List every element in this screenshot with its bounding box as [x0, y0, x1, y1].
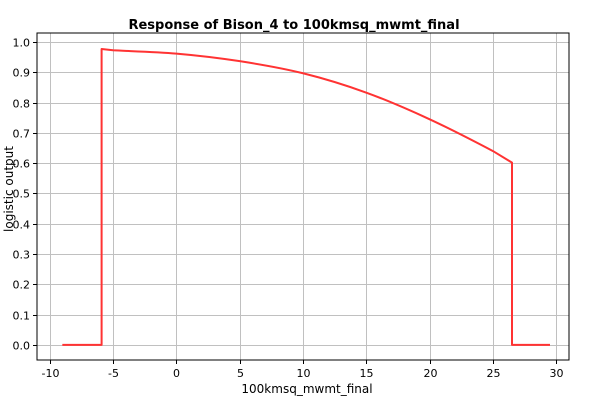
- x-tick-label: 15: [360, 367, 374, 380]
- x-tick-label: 0: [173, 367, 180, 380]
- x-tick-label: -10: [42, 367, 60, 380]
- y-axis-label: logistic output: [2, 146, 16, 232]
- grid-layer: [37, 33, 569, 360]
- series-layer: [62, 48, 550, 346]
- y-tick-label: 0.4: [13, 219, 31, 232]
- x-axis-ticks: -10 -5 0 5 10 15 20 25 30: [42, 360, 564, 380]
- x-axis-label: 100kmsq_mwmt_final: [241, 382, 372, 396]
- y-tick-label: 0.1: [13, 310, 31, 323]
- x-tick-label: 10: [297, 367, 311, 380]
- y-tick-label: 0.3: [13, 249, 31, 262]
- y-tick-label: 0.0: [13, 340, 31, 353]
- y-tick-label: 1.0: [13, 37, 31, 50]
- response-curve-line: [62, 48, 550, 346]
- chart-title: Response of Bison_4 to 100kmsq_mwmt_fina…: [128, 18, 459, 33]
- x-tick-label: 25: [487, 367, 501, 380]
- y-tick-label: 0.8: [13, 98, 31, 111]
- x-tick-label: -5: [108, 367, 119, 380]
- y-tick-label: 0.2: [13, 279, 31, 292]
- x-tick-label: 30: [550, 367, 564, 380]
- y-tick-label: 0.7: [13, 128, 31, 141]
- y-tick-label: 0.9: [13, 67, 31, 80]
- x-tick-label: 5: [237, 367, 244, 380]
- y-tick-label: 0.6: [13, 158, 31, 171]
- x-tick-label: 20: [424, 367, 438, 380]
- y-axis-ticks: 0.0 0.1 0.2 0.3 0.4 0.5 0.6 0.7 0.8 0.9 1.0: [13, 37, 37, 353]
- y-tick-label: 0.5: [13, 188, 31, 201]
